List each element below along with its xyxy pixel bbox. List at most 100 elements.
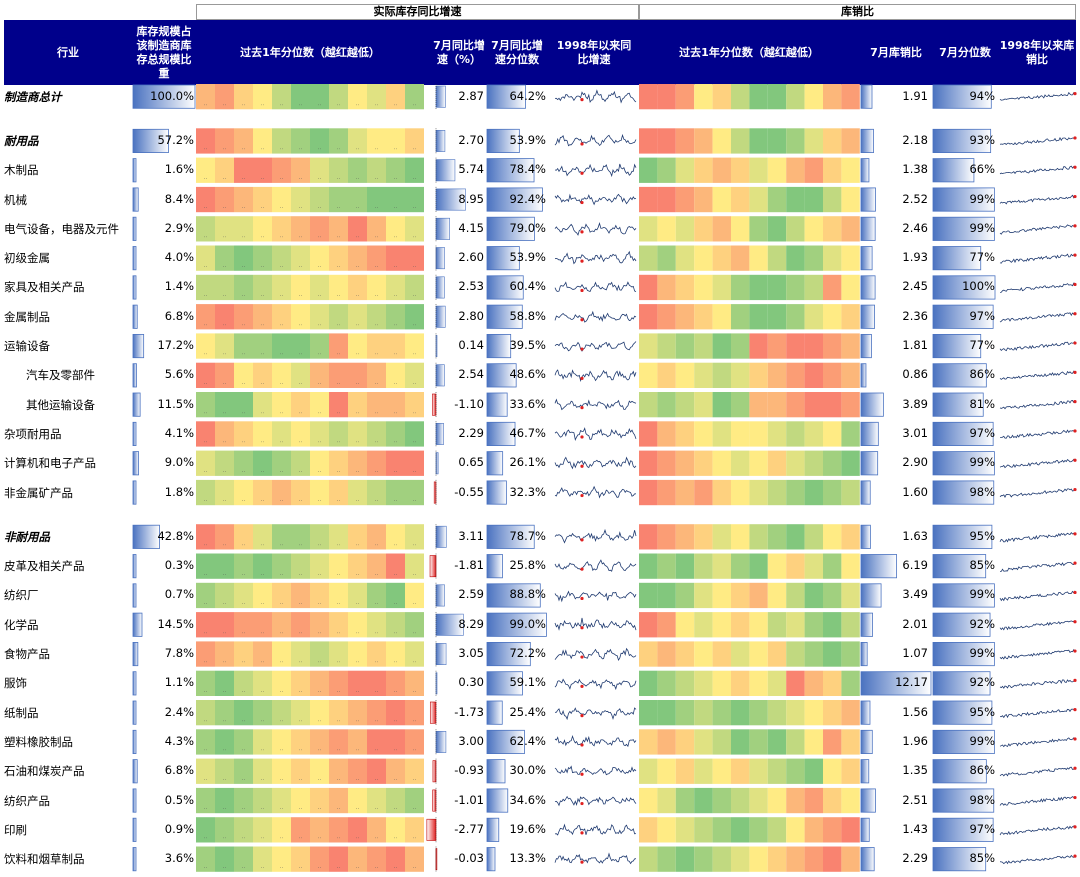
heat-cell-mark: ·· — [318, 440, 322, 446]
heat-cell-mark: ·· — [318, 102, 322, 108]
heat-ratio-cell — [823, 157, 842, 183]
spark-ratio-line — [999, 648, 1076, 660]
spark-ratio-dot — [1073, 429, 1077, 433]
row-name: 其他运输设备 — [26, 397, 95, 412]
heat-inv-cell — [234, 612, 253, 638]
heat-inv-cell — [234, 641, 253, 667]
heat-inv-cell — [405, 157, 424, 183]
heat-ratio-cell — [712, 362, 731, 388]
heat-inv-cell — [253, 582, 272, 609]
heat-ratio-cell — [639, 846, 658, 872]
heat-cell-mark: ·· — [337, 601, 341, 607]
heat-cell-mark: ·· — [223, 322, 227, 328]
heat-inv-cell — [367, 729, 386, 755]
heat-ratio-cell — [786, 553, 805, 579]
heat-cell-mark: ·· — [204, 102, 208, 108]
heat-cell-mark: ·· — [299, 777, 303, 783]
heat-ratio-cell — [694, 450, 713, 476]
row-name: 非金属矿产品 — [4, 485, 73, 500]
heat-ratio-cell — [694, 128, 713, 154]
heat-ratio-cell — [767, 216, 787, 242]
heat-cell-mark: ·· — [394, 806, 398, 812]
row-weight: 6.8% — [164, 308, 194, 323]
ratio-pct-bar — [932, 480, 995, 505]
heat-cell-mark: ·· — [375, 630, 379, 636]
heat-cell-mark: ·· — [318, 381, 322, 387]
heat-cell-mark: ·· — [394, 543, 398, 549]
heat-cell-mark: ·· — [204, 718, 208, 724]
heat-inv-cell — [367, 304, 386, 330]
heat-inv-cell — [405, 700, 424, 726]
heat-inv-cell — [386, 245, 405, 271]
heat-inv-cell — [310, 362, 329, 388]
row-ratio-pct: 99% — [969, 191, 995, 206]
heat-cell-mark: ·· — [337, 630, 341, 636]
heat-cell-mark: ·· — [394, 836, 398, 842]
heat-cell-mark: ·· — [356, 660, 360, 666]
yoy-pct-bar — [486, 84, 526, 109]
heat-cell-mark: ·· — [337, 660, 341, 666]
heat-ratio-cell — [712, 450, 731, 476]
ratio-bar — [860, 421, 879, 446]
heat-ratio-cell — [767, 128, 787, 154]
weight-bar — [132, 84, 196, 109]
heat-inv-cell — [234, 450, 253, 476]
heat-ratio-cell — [675, 670, 695, 696]
heat-ratio-cell — [657, 362, 676, 388]
ratio-bar — [860, 671, 932, 696]
heat-inv-cell — [386, 700, 405, 726]
heat-ratio-cell — [675, 479, 695, 506]
ratio-pct-bar — [932, 524, 993, 549]
heat-ratio-cell — [786, 304, 805, 330]
yoy-pct-bar — [486, 187, 543, 212]
heat-ratio-cell — [804, 817, 823, 843]
heat-ratio-cell — [675, 846, 695, 872]
row-weight: 14.5% — [157, 616, 194, 631]
heat-inv-cell — [310, 450, 329, 476]
heat-cell-mark: ·· — [223, 469, 227, 475]
heat-inv-cell — [272, 333, 291, 359]
heat-inv-cell — [348, 128, 367, 154]
spark-inv-line — [554, 281, 637, 293]
row-yoy-pct: 92.4% — [509, 191, 546, 206]
heat-ratio-cell — [657, 582, 676, 609]
heat-cell-mark: ·· — [413, 102, 417, 108]
spark-inv-line — [554, 133, 637, 147]
heat-ratio-cell — [731, 846, 750, 872]
row-yoy-pct: 64.2% — [509, 88, 546, 103]
heat-ratio-cell — [804, 787, 823, 814]
spark-inv-dot — [580, 860, 584, 864]
row-ratio: 2.52 — [902, 191, 928, 206]
heat-cell-mark: ·· — [299, 322, 303, 328]
row-weight: 2.4% — [164, 704, 194, 719]
yoy-bar — [435, 452, 439, 475]
heat-ratio-cell — [804, 392, 823, 418]
heat-ratio-cell — [639, 245, 658, 271]
heat-cell-mark: ·· — [299, 352, 303, 358]
heat-inv-cell — [234, 479, 253, 506]
heat-cell-mark: ·· — [299, 572, 303, 578]
ratio-pct-bar — [932, 759, 987, 784]
heat-cell-mark: ·· — [394, 469, 398, 475]
heat-inv-cell — [253, 729, 272, 755]
heat-cell-mark: ·· — [261, 806, 265, 812]
yoy-pct-bar — [486, 700, 503, 725]
spark-inv-dot — [580, 200, 584, 205]
heat-ratio-cell — [749, 333, 768, 359]
row-ratio-pct: 81% — [969, 396, 995, 411]
row-ratio-pct: 99% — [969, 646, 995, 661]
row-yoy: 0.65 — [458, 455, 484, 470]
heat-cell-mark: ·· — [204, 322, 208, 328]
row-yoy: 5.74 — [458, 162, 484, 177]
ratio-bar — [860, 187, 876, 212]
heat-cell-mark: ·· — [242, 147, 246, 153]
row-name: 非耐用品 — [4, 529, 50, 544]
heat-inv-cell — [310, 787, 329, 814]
heat-cell-mark: ·· — [299, 410, 303, 416]
heat-cell-mark: ·· — [337, 410, 341, 416]
heat-ratio-cell — [823, 216, 842, 242]
heat-ratio-cell — [731, 245, 750, 271]
heat-ratio-cell — [712, 421, 731, 447]
heat-ratio-cell — [841, 84, 860, 110]
row-ratio: 1.60 — [902, 484, 928, 499]
